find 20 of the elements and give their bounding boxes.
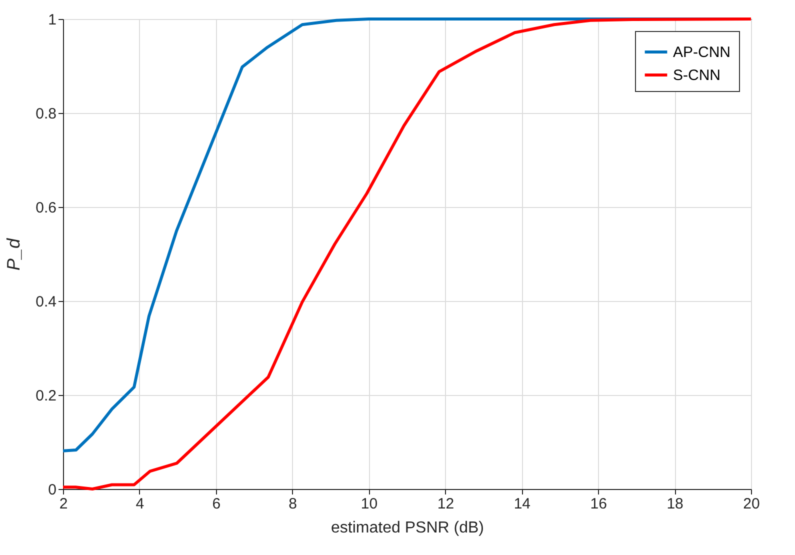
legend-label: S-CNN <box>673 67 720 84</box>
y-tick-label: 0.6 <box>36 200 56 216</box>
y-axis-title: P_d <box>4 238 24 271</box>
x-tick-label: 2 <box>59 496 68 512</box>
y-tick-label: 0 <box>48 482 56 498</box>
y-tick-label: 0.4 <box>36 294 56 310</box>
x-tick-label: 4 <box>136 496 144 512</box>
x-tick-label: 14 <box>514 496 531 512</box>
x-tick-label: 20 <box>743 496 760 512</box>
x-tick-label: 16 <box>590 496 607 512</box>
x-tick-label: 12 <box>437 496 454 512</box>
y-tick-label: 0.8 <box>36 106 56 122</box>
legend-label: AP-CNN <box>673 44 731 61</box>
x-tick-label: 6 <box>212 496 221 512</box>
x-tick-label: 10 <box>360 496 378 512</box>
x-tick-label: 18 <box>666 496 684 512</box>
x-tick-label: 8 <box>288 496 298 512</box>
y-tick-label: 1 <box>48 12 56 28</box>
y-tick-label: 0.2 <box>36 388 56 404</box>
x-axis-title: estimated PSNR (dB) <box>331 520 484 536</box>
